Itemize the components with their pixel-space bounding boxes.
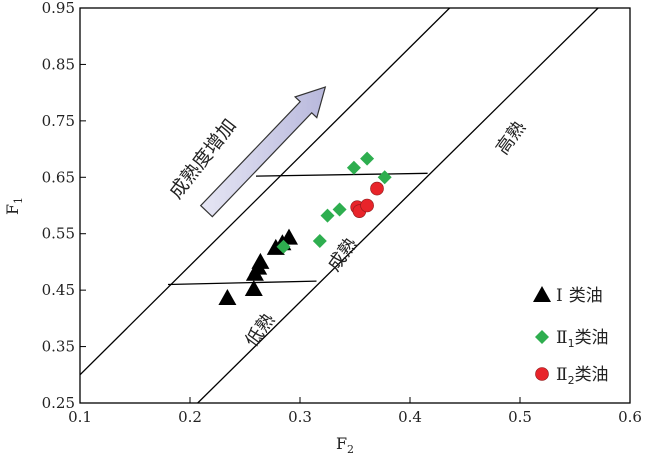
diamond-point — [312, 234, 327, 249]
x-axis-title: F2 — [336, 434, 354, 456]
x-axis-ticks: 0.1 0.2 0.3 0.4 0.5 0.6 — [68, 397, 642, 426]
y-tick-label: 0.75 — [42, 112, 75, 130]
y-tick-label: 0.25 — [42, 394, 75, 412]
circle-point — [360, 198, 374, 213]
diamond-point — [276, 239, 291, 254]
diamond-point — [377, 170, 392, 185]
triangle-point — [218, 289, 237, 306]
x-tick-label: 0.1 — [68, 408, 92, 426]
diamond-point — [360, 151, 375, 166]
y-axis-title: F1 — [3, 197, 25, 215]
x-tick-label: 0.6 — [618, 408, 642, 426]
boundary-line — [167, 280, 317, 286]
y-tick-label: 0.85 — [42, 55, 75, 73]
maturity-arrow-shape — [199, 86, 327, 218]
annotation-label: 低熟 — [241, 310, 279, 351]
boundary-line — [80, 8, 451, 376]
boundary-line — [255, 172, 428, 177]
circle-point — [370, 181, 384, 196]
boundary-lines — [80, 8, 599, 403]
diamond-point — [346, 160, 361, 175]
y-tick-label: 0.45 — [42, 281, 75, 299]
legend-circle-marker — [535, 367, 549, 381]
annotation-label: 高熟 — [492, 117, 530, 158]
legend-label: Ⅰ 类油 — [556, 286, 603, 306]
y-tick-label: 0.65 — [42, 168, 75, 186]
triangle-point — [280, 228, 298, 245]
legend-label: Ⅱ1类油 — [556, 328, 609, 350]
y-tick-label: 0.55 — [42, 225, 75, 243]
data-points — [218, 151, 392, 306]
plot-frame — [79, 7, 631, 404]
legend-diamond-marker — [535, 330, 549, 344]
diamond-point — [320, 208, 335, 223]
x-tick-label: 0.4 — [398, 408, 422, 426]
annotation-label: 成熟 — [324, 234, 362, 275]
legend: Ⅰ 类油 Ⅱ1类油 Ⅱ2类油 — [533, 286, 609, 387]
y-tick-label: 0.95 — [42, 0, 75, 17]
legend-label: Ⅱ2类油 — [556, 365, 609, 387]
x-tick-label: 0.2 — [178, 408, 202, 426]
x-tick-label: 0.5 — [508, 408, 532, 426]
y-axis-ticks: 0.25 0.35 0.45 0.55 0.65 0.75 0.85 0.95 — [42, 0, 86, 412]
triangle-point — [251, 252, 270, 269]
y-tick-label: 0.35 — [42, 338, 75, 356]
triangle-point — [244, 280, 263, 297]
legend-triangle-marker — [533, 286, 551, 302]
diamond-point — [332, 202, 347, 217]
x-tick-label: 0.3 — [288, 408, 312, 426]
boundary-line — [197, 8, 599, 403]
maturity-arrow — [199, 86, 327, 218]
